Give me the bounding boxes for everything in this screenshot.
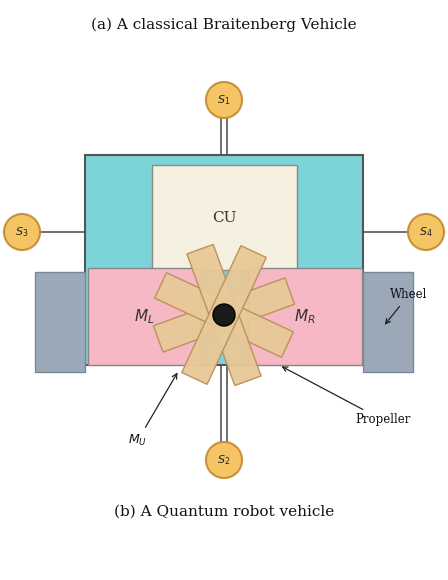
Circle shape	[408, 214, 444, 250]
Bar	[363, 272, 413, 372]
Text: Wheel: Wheel	[386, 288, 427, 324]
Circle shape	[4, 214, 40, 250]
Text: $M_U$: $M_U$	[129, 374, 177, 448]
Circle shape	[206, 442, 242, 478]
Text: $M_R$: $M_R$	[294, 307, 316, 326]
Polygon shape	[155, 273, 293, 357]
Text: (a) A classical Braitenberg Vehicle: (a) A classical Braitenberg Vehicle	[91, 17, 357, 32]
Text: Propeller: Propeller	[283, 367, 410, 426]
Text: $S_3$: $S_3$	[15, 225, 29, 239]
Bar	[85, 155, 363, 365]
Circle shape	[213, 304, 235, 326]
Circle shape	[206, 82, 242, 118]
Bar	[152, 165, 297, 270]
Text: $S_1$: $S_1$	[217, 93, 231, 107]
Bar	[88, 268, 200, 365]
Bar	[35, 272, 85, 372]
Text: $S_2$: $S_2$	[217, 453, 231, 467]
Text: $M_L$: $M_L$	[134, 307, 154, 326]
Text: CU: CU	[212, 211, 237, 224]
Text: (b) A Quantum robot vehicle: (b) A Quantum robot vehicle	[114, 505, 334, 519]
Polygon shape	[187, 244, 261, 386]
Bar	[248, 268, 362, 365]
Text: $S_4$: $S_4$	[419, 225, 433, 239]
Polygon shape	[153, 278, 295, 352]
Polygon shape	[182, 246, 266, 385]
